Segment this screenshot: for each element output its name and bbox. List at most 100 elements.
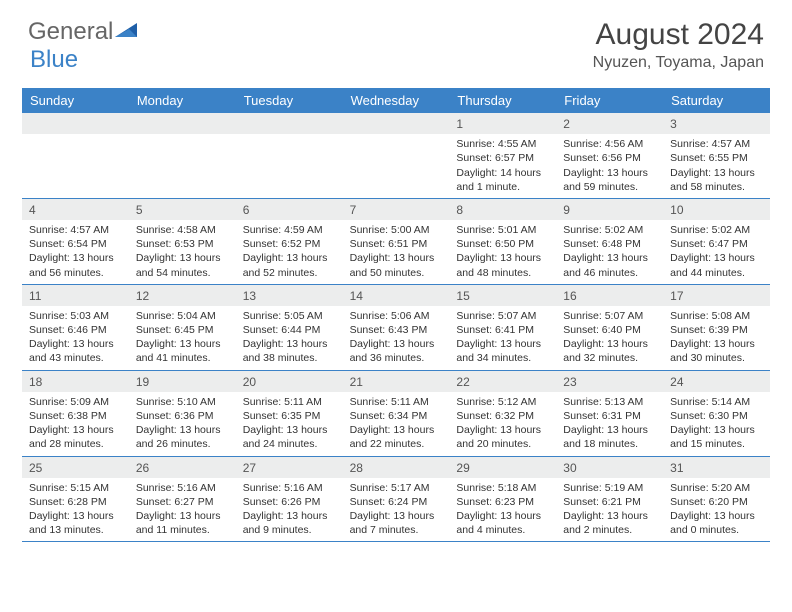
day-details: Sunrise: 5:00 AMSunset: 6:51 PMDaylight:… bbox=[343, 220, 450, 284]
day-details: Sunrise: 5:09 AMSunset: 6:38 PMDaylight:… bbox=[22, 392, 129, 456]
sunrise-text: Sunrise: 4:57 AM bbox=[670, 137, 763, 151]
sunrise-text: Sunrise: 5:11 AM bbox=[350, 395, 443, 409]
sunrise-text: Sunrise: 5:10 AM bbox=[136, 395, 229, 409]
sunrise-text: Sunrise: 5:08 AM bbox=[670, 309, 763, 323]
sunset-text: Sunset: 6:21 PM bbox=[563, 495, 656, 509]
sunset-text: Sunset: 6:51 PM bbox=[350, 237, 443, 251]
day-number: 16 bbox=[556, 285, 663, 306]
sunset-text: Sunset: 6:44 PM bbox=[243, 323, 336, 337]
calendar-cell: 6Sunrise: 4:59 AMSunset: 6:52 PMDaylight… bbox=[236, 199, 343, 284]
day-details: Sunrise: 5:01 AMSunset: 6:50 PMDaylight:… bbox=[449, 220, 556, 284]
sunrise-text: Sunrise: 5:05 AM bbox=[243, 309, 336, 323]
day-number: 5 bbox=[129, 199, 236, 220]
daylight-text: Daylight: 13 hours and 15 minutes. bbox=[670, 423, 763, 451]
daylight-text: Daylight: 13 hours and 46 minutes. bbox=[563, 251, 656, 279]
day-details: Sunrise: 5:19 AMSunset: 6:21 PMDaylight:… bbox=[556, 478, 663, 542]
sunrise-text: Sunrise: 5:12 AM bbox=[456, 395, 549, 409]
day-header-thu: Thursday bbox=[449, 88, 556, 113]
sunrise-text: Sunrise: 5:18 AM bbox=[456, 481, 549, 495]
day-header-tue: Tuesday bbox=[236, 88, 343, 113]
day-details: Sunrise: 5:17 AMSunset: 6:24 PMDaylight:… bbox=[343, 478, 450, 542]
day-number: 25 bbox=[22, 457, 129, 478]
header: General August 2024 Nyuzen, Toyama, Japa… bbox=[0, 0, 792, 80]
day-number: 8 bbox=[449, 199, 556, 220]
sunset-text: Sunset: 6:56 PM bbox=[563, 151, 656, 165]
sunrise-text: Sunrise: 4:57 AM bbox=[29, 223, 122, 237]
calendar-cell: 8Sunrise: 5:01 AMSunset: 6:50 PMDaylight… bbox=[449, 199, 556, 284]
day-number: 27 bbox=[236, 457, 343, 478]
sunset-text: Sunset: 6:41 PM bbox=[456, 323, 549, 337]
sunrise-text: Sunrise: 5:16 AM bbox=[243, 481, 336, 495]
calendar-cell: 2Sunrise: 4:56 AMSunset: 6:56 PMDaylight… bbox=[556, 113, 663, 198]
daylight-text: Daylight: 13 hours and 24 minutes. bbox=[243, 423, 336, 451]
sunset-text: Sunset: 6:47 PM bbox=[670, 237, 763, 251]
day-number: 29 bbox=[449, 457, 556, 478]
sunset-text: Sunset: 6:46 PM bbox=[29, 323, 122, 337]
daylight-text: Daylight: 13 hours and 56 minutes. bbox=[29, 251, 122, 279]
day-number: 23 bbox=[556, 371, 663, 392]
logo: General bbox=[28, 18, 139, 46]
day-number: 21 bbox=[343, 371, 450, 392]
day-number: 20 bbox=[236, 371, 343, 392]
daylight-text: Daylight: 13 hours and 58 minutes. bbox=[670, 166, 763, 194]
daylight-text: Daylight: 13 hours and 0 minutes. bbox=[670, 509, 763, 537]
week-row: 25 Sunrise: 5:15 AMSunset: 6:28 PM Dayligh… bbox=[22, 457, 770, 543]
week-row: 1Sunrise: 4:55 AMSunset: 6:57 PMDaylight… bbox=[22, 113, 770, 199]
daylight-text: Daylight: 13 hours and 28 minutes. bbox=[29, 423, 122, 451]
sunset-text: Sunset: 6:48 PM bbox=[563, 237, 656, 251]
calendar-cell: 12Sunrise: 5:04 AMSunset: 6:45 PMDayligh… bbox=[129, 285, 236, 370]
daylight-text: Daylight: 13 hours and 9 minutes. bbox=[243, 509, 336, 537]
sunrise-text: Sunrise: 5:15 AM bbox=[29, 481, 122, 495]
daylight-text: Daylight: 13 hours and 50 minutes. bbox=[350, 251, 443, 279]
day-details: Sunrise: 5:13 AMSunset: 6:31 PMDaylight:… bbox=[556, 392, 663, 456]
sunset-text: Sunset: 6:40 PM bbox=[563, 323, 656, 337]
day-number bbox=[236, 113, 343, 134]
calendar-cell: 9Sunrise: 5:02 AMSunset: 6:48 PMDaylight… bbox=[556, 199, 663, 284]
daylight-text: Daylight: 13 hours and 7 minutes. bbox=[350, 509, 443, 537]
calendar-cell: 27Sunrise: 5:16 AMSunset: 6:26 PMDayligh… bbox=[236, 457, 343, 542]
sunrise-text: Sunrise: 4:55 AM bbox=[456, 137, 549, 151]
sunset-text: Sunset: 6:24 PM bbox=[350, 495, 443, 509]
calendar-cell: 29Sunrise: 5:18 AMSunset: 6:23 PMDayligh… bbox=[449, 457, 556, 542]
day-number: 3 bbox=[663, 113, 770, 134]
calendar-cell: 31Sunrise: 5:20 AMSunset: 6:20 PMDayligh… bbox=[663, 457, 770, 542]
day-details: Sunrise: 5:11 AMSunset: 6:34 PMDaylight:… bbox=[343, 392, 450, 456]
logo-text-blue-wrap: Blue bbox=[30, 46, 78, 74]
day-details: Sunrise: 5:16 AMSunset: 6:27 PMDaylight:… bbox=[129, 478, 236, 542]
logo-text-blue: Blue bbox=[30, 46, 78, 73]
sunset-text: Sunset: 6:27 PM bbox=[136, 495, 229, 509]
calendar: Sunday Monday Tuesday Wednesday Thursday… bbox=[22, 88, 770, 542]
calendar-cell: 21Sunrise: 5:11 AMSunset: 6:34 PMDayligh… bbox=[343, 371, 450, 456]
day-header-wed: Wednesday bbox=[343, 88, 450, 113]
day-number: 9 bbox=[556, 199, 663, 220]
daylight-text: Daylight: 13 hours and 44 minutes. bbox=[670, 251, 763, 279]
calendar-cell: 23Sunrise: 5:13 AMSunset: 6:31 PMDayligh… bbox=[556, 371, 663, 456]
day-details: Sunrise: 5:20 AMSunset: 6:20 PMDaylight:… bbox=[663, 478, 770, 542]
calendar-cell: 15Sunrise: 5:07 AMSunset: 6:41 PMDayligh… bbox=[449, 285, 556, 370]
day-details: Sunrise: 5:02 AMSunset: 6:47 PMDaylight:… bbox=[663, 220, 770, 284]
sunset-text: Sunset: 6:32 PM bbox=[456, 409, 549, 423]
sunset-text: Sunset: 6:23 PM bbox=[456, 495, 549, 509]
day-details: Sunrise: 5:07 AMSunset: 6:41 PMDaylight:… bbox=[449, 306, 556, 370]
day-number: 1 bbox=[449, 113, 556, 134]
daylight-text: Daylight: 13 hours and 32 minutes. bbox=[563, 337, 656, 365]
day-number: 15 bbox=[449, 285, 556, 306]
calendar-cell bbox=[22, 113, 129, 198]
daylight-text: Daylight: 13 hours and 11 minutes. bbox=[136, 509, 229, 537]
sunset-text: Sunset: 6:38 PM bbox=[29, 409, 122, 423]
daylight-text: Daylight: 13 hours and 20 minutes. bbox=[456, 423, 549, 451]
sunrise-text: Sunrise: 5:07 AM bbox=[456, 309, 549, 323]
day-number: 2 bbox=[556, 113, 663, 134]
sunset-text: Sunset: 6:34 PM bbox=[350, 409, 443, 423]
sunrise-text: Sunrise: 5:01 AM bbox=[456, 223, 549, 237]
day-number bbox=[343, 113, 450, 134]
daylight-text: Daylight: 13 hours and 54 minutes. bbox=[136, 251, 229, 279]
sunset-text: Sunset: 6:28 PM bbox=[29, 495, 122, 509]
day-number: 24 bbox=[663, 371, 770, 392]
sunset-text: Sunset: 6:53 PM bbox=[136, 237, 229, 251]
sunrise-text: Sunrise: 5:02 AM bbox=[670, 223, 763, 237]
day-number: 30 bbox=[556, 457, 663, 478]
day-number: 26 bbox=[129, 457, 236, 478]
week-row: 11Sunrise: 5:03 AMSunset: 6:46 PMDayligh… bbox=[22, 285, 770, 371]
day-number: 28 bbox=[343, 457, 450, 478]
